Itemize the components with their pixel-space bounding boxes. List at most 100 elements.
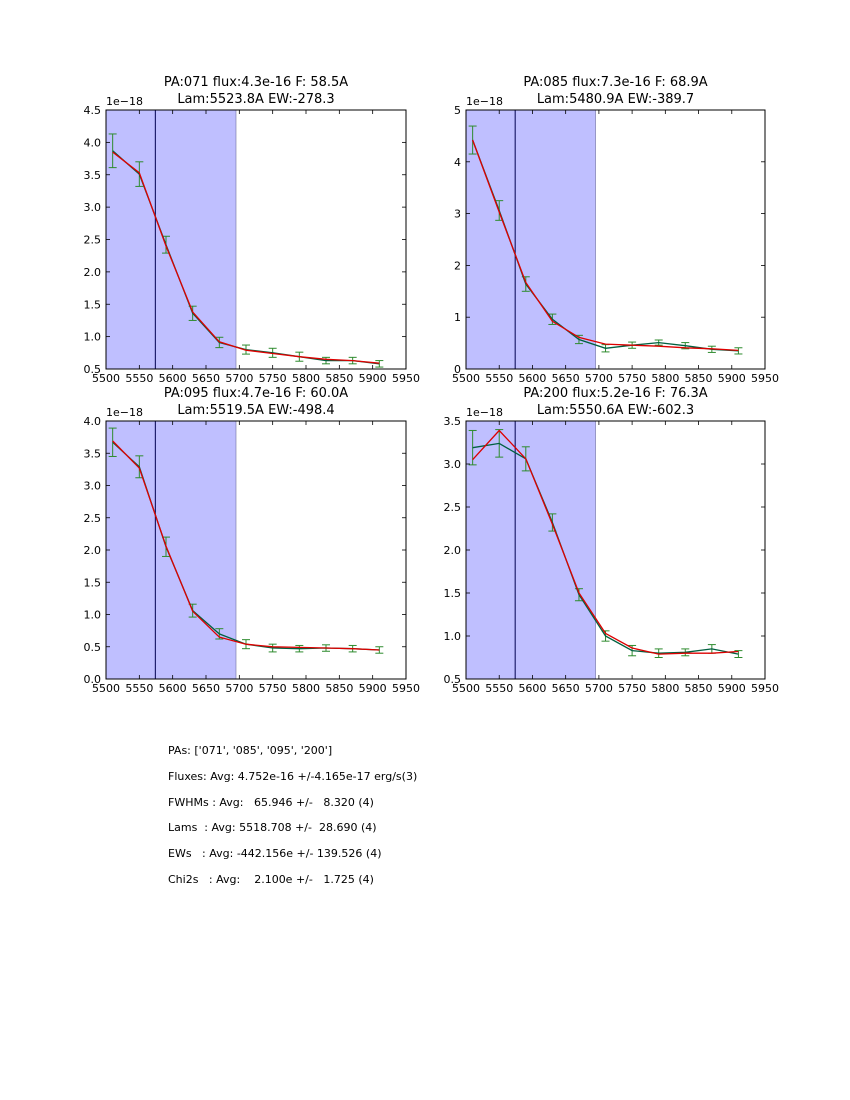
y-tick-label: 2.5 xyxy=(84,234,102,247)
chart-title-line: Lam:5550.6A EW:-602.3 xyxy=(537,403,694,418)
x-tick-label: 5950 xyxy=(751,372,779,385)
shaded-band xyxy=(105,420,237,680)
error-bar xyxy=(734,347,743,355)
stats-ews: EWs : Avg: -442.156e +/- 139.526 (4) xyxy=(168,847,382,861)
y-tick-label: 3.0 xyxy=(84,480,102,493)
x-tick-label: 5800 xyxy=(651,372,679,385)
x-tick-label: 5950 xyxy=(392,372,420,385)
y-tick-label: 4 xyxy=(454,156,461,169)
y-tick-label: 0.5 xyxy=(444,673,462,686)
chart-title-line: Lam:5523.8A EW:-278.3 xyxy=(177,92,334,107)
y-tick-label: 2.0 xyxy=(84,266,102,279)
stats-chi2s: Chi2s : Avg: 2.100e +/- 1.725 (4) xyxy=(168,872,374,886)
error-bar xyxy=(734,650,743,658)
x-tick-label: 5900 xyxy=(718,372,746,385)
x-tick-label: 5750 xyxy=(618,682,646,695)
stats-pas: PAs: ['071', '085', '095', '200'] xyxy=(168,744,333,757)
y-tick-label: 2 xyxy=(454,259,461,272)
chart-title-line: Lam:5519.5A EW:-498.4 xyxy=(177,403,334,418)
x-tick-label: 5950 xyxy=(392,682,420,695)
panel-1: 5500 5550 5600 5650 5700 5750 5800 5850 5900 5950… xyxy=(84,75,421,385)
x-tick-label: 5700 xyxy=(225,682,253,695)
x-tick-label: 5750 xyxy=(259,682,287,695)
x-tick-label: 5900 xyxy=(359,682,387,695)
y-tick-label: 1.0 xyxy=(84,331,102,344)
shaded-band xyxy=(465,420,596,680)
error-bar xyxy=(375,360,384,368)
plot-frame xyxy=(465,109,766,370)
y-tick-label: 2.0 xyxy=(444,544,462,557)
y-tick-label: 0 xyxy=(454,363,461,376)
y-tick-label: 0.5 xyxy=(84,363,102,376)
x-tick-label: 5500 xyxy=(92,372,120,385)
y-exponent-label: 1e−18 xyxy=(466,406,503,419)
x-tick-label: 5700 xyxy=(585,682,613,695)
series-fit-line xyxy=(112,151,380,364)
series-fit-line xyxy=(472,429,739,655)
y-tick-label: 3.5 xyxy=(84,169,102,182)
x-tick-label: 5900 xyxy=(359,372,387,385)
x-tick-label: 5950 xyxy=(751,682,779,695)
x-tick-label: 5600 xyxy=(518,682,546,695)
y-tick-label: 3 xyxy=(454,208,461,221)
x-tick-label: 5650 xyxy=(552,682,580,695)
chart-title-line: PA:200 flux:5.2e-16 F: 76.3A xyxy=(523,386,707,401)
x-tick-label: 5800 xyxy=(292,682,320,695)
x-tick-label: 5850 xyxy=(685,682,713,695)
x-tick-label: 5500 xyxy=(452,682,480,695)
y-tick-label: 4.0 xyxy=(84,136,102,149)
x-tick-label: 5550 xyxy=(485,372,513,385)
x-tick-label: 5500 xyxy=(452,372,480,385)
y-tick-label: 4.0 xyxy=(84,415,102,428)
x-tick-label: 5550 xyxy=(485,682,513,695)
stats-lams: Lams : Avg: 5518.708 +/- 28.690 (4) xyxy=(168,821,377,835)
error-bar xyxy=(108,427,117,457)
panel-2: 5500 5550 5600 5650 5700 5750 5800 5850 5900 5950… xyxy=(452,75,779,385)
series-data-line xyxy=(472,442,739,655)
y-tick-label: 2.5 xyxy=(84,512,102,525)
y-tick-label: 1.5 xyxy=(84,576,102,589)
panel-3: 5500 5550 5600 5650 5700 5750 5800 5850 5900 5950… xyxy=(84,386,421,695)
summary-statistics: PAs: ['071', '085', '095', '200'] Fluxes… xyxy=(168,744,417,899)
y-exponent-label: 1e−18 xyxy=(106,95,143,108)
series-fit-line xyxy=(112,440,380,651)
y-tick-label: 3.0 xyxy=(444,458,462,471)
x-tick-label: 5550 xyxy=(125,682,153,695)
chart-title-line: PA:095 flux:4.7e-16 F: 60.0A xyxy=(164,386,348,401)
y-tick-label: 4.5 xyxy=(84,104,102,117)
y-tick-label: 1.5 xyxy=(444,587,462,600)
stats-fwhms: FWHMs : Avg: 65.946 +/- 8.320 (4) xyxy=(168,795,374,809)
x-tick-label: 5850 xyxy=(325,682,353,695)
x-tick-label: 5600 xyxy=(159,372,187,385)
y-tick-label: 3.0 xyxy=(84,201,102,214)
stats-fluxes: Fluxes: Avg: 4.752e-16 +/-4.165e-17 erg/… xyxy=(168,769,418,783)
y-exponent-label: 1e−18 xyxy=(466,95,503,108)
error-bar xyxy=(108,133,117,169)
x-tick-label: 5550 xyxy=(125,372,153,385)
x-tick-label: 5850 xyxy=(685,372,713,385)
error-bar xyxy=(375,646,384,654)
x-tick-label: 5500 xyxy=(92,682,120,695)
y-tick-label: 0.5 xyxy=(84,641,102,654)
x-tick-label: 5650 xyxy=(192,372,220,385)
shaded-band xyxy=(465,109,596,370)
y-tick-label: 3.5 xyxy=(444,415,462,428)
x-tick-label: 5850 xyxy=(325,372,353,385)
shaded-band xyxy=(105,109,237,370)
y-tick-label: 1 xyxy=(454,311,461,324)
y-tick-label: 1.0 xyxy=(84,609,102,622)
x-tick-label: 5800 xyxy=(651,682,679,695)
y-tick-label: 0.0 xyxy=(84,673,102,686)
x-tick-label: 5750 xyxy=(259,372,287,385)
y-tick-label: 5 xyxy=(454,104,461,117)
chart-title-line: Lam:5480.9A EW:-389.7 xyxy=(537,92,694,107)
chart-title-line: PA:085 flux:7.3e-16 F: 68.9A xyxy=(523,75,707,90)
y-tick-label: 2.5 xyxy=(444,501,462,514)
y-tick-label: 1.5 xyxy=(84,298,102,311)
panel-4: 5500 5550 5600 5650 5700 5750 5800 5850 5900 5950… xyxy=(444,386,780,695)
x-tick-label: 5800 xyxy=(292,372,320,385)
x-tick-label: 5700 xyxy=(585,372,613,385)
y-tick-label: 3.5 xyxy=(84,447,102,460)
x-tick-label: 5900 xyxy=(718,682,746,695)
